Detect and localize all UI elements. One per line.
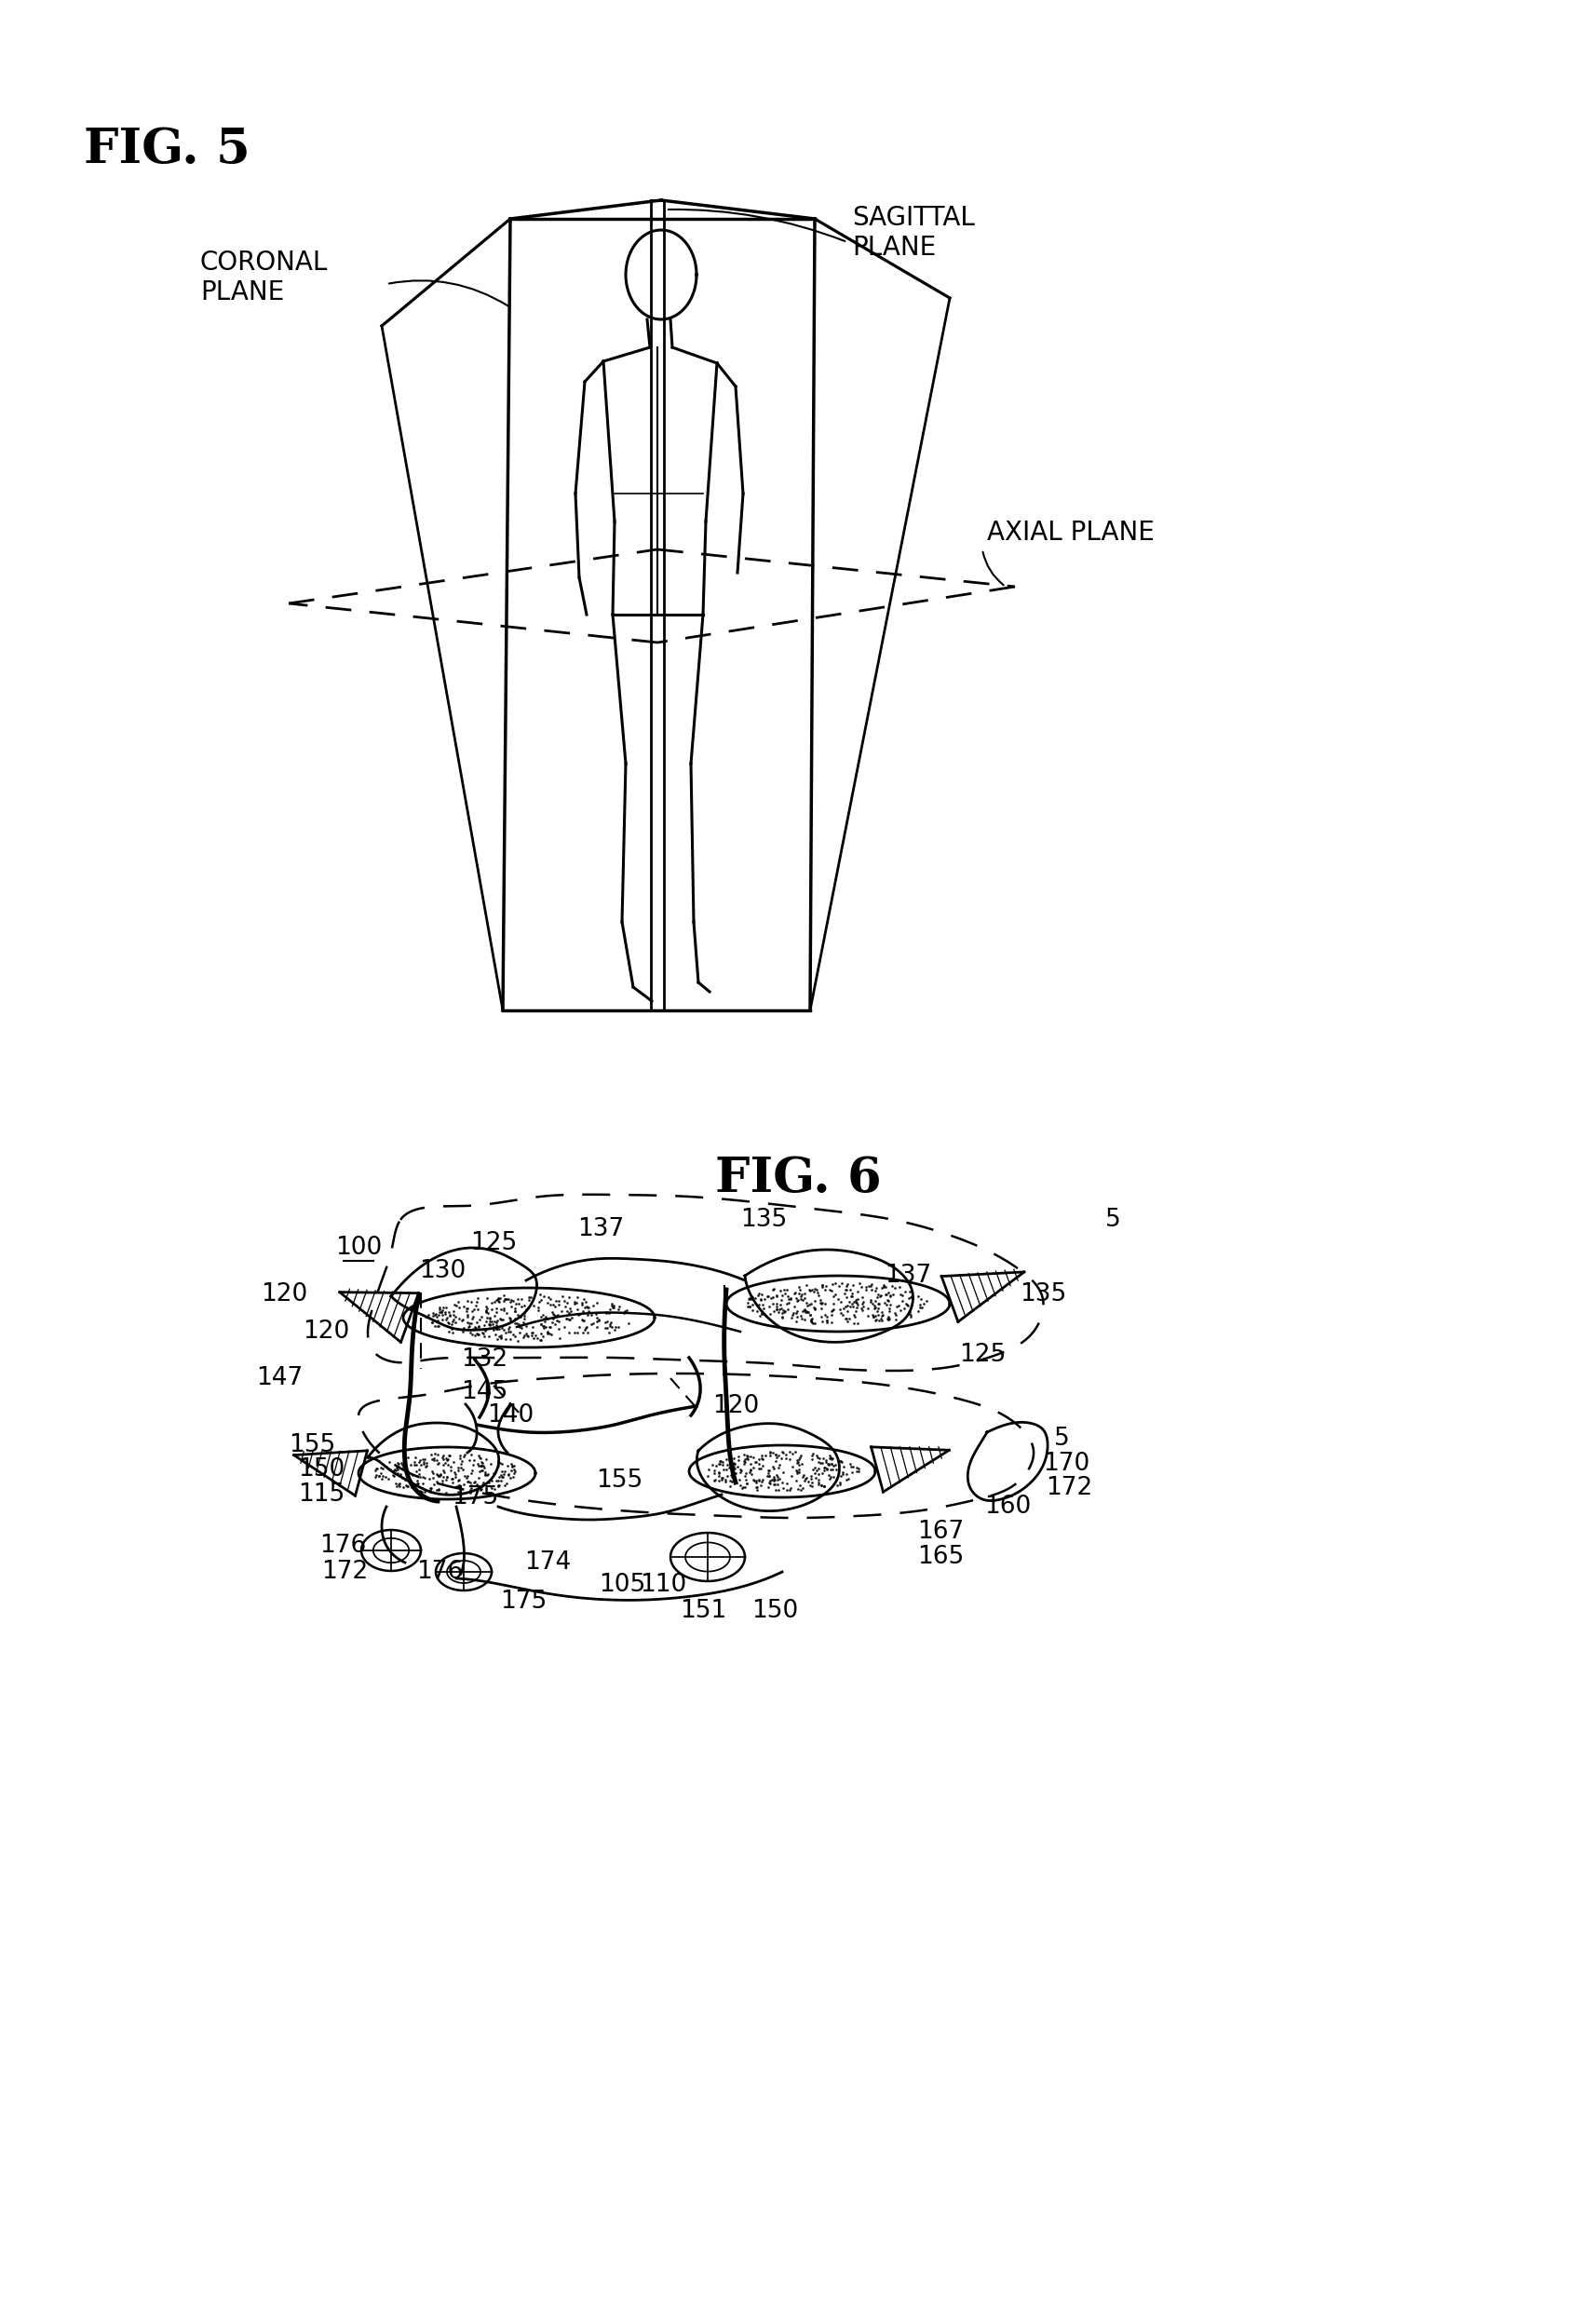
Text: 150: 150: [752, 1599, 798, 1622]
Text: 160: 160: [985, 1496, 1031, 1519]
Text: 150: 150: [298, 1457, 345, 1482]
Text: 115: 115: [298, 1482, 345, 1507]
Text: 125: 125: [959, 1344, 1005, 1367]
Text: 120: 120: [260, 1282, 308, 1307]
Text: 137: 137: [578, 1217, 624, 1240]
Text: 137: 137: [884, 1263, 932, 1289]
Text: 155: 155: [595, 1468, 643, 1493]
Text: 151: 151: [680, 1599, 726, 1622]
Text: 120: 120: [712, 1394, 760, 1417]
Text: 110: 110: [640, 1574, 686, 1597]
Text: 132: 132: [461, 1348, 508, 1371]
Text: 155: 155: [289, 1434, 335, 1457]
Text: 105: 105: [598, 1574, 645, 1597]
Text: CORONAL
PLANE: CORONAL PLANE: [200, 249, 329, 306]
Text: 140: 140: [487, 1404, 533, 1427]
Text: 120: 120: [303, 1318, 350, 1344]
Text: 130: 130: [418, 1259, 466, 1284]
Text: 5: 5: [1053, 1427, 1069, 1452]
Text: 172: 172: [1045, 1475, 1092, 1500]
Text: 135: 135: [1020, 1282, 1066, 1307]
Text: FIG. 5: FIG. 5: [85, 127, 251, 173]
Text: 5: 5: [1104, 1208, 1120, 1231]
Text: SAGITTAL
PLANE: SAGITTAL PLANE: [852, 205, 975, 260]
Text: FIG. 6: FIG. 6: [715, 1155, 881, 1201]
Text: 170: 170: [1042, 1452, 1090, 1475]
Text: 167: 167: [918, 1519, 964, 1544]
Text: 176: 176: [417, 1560, 463, 1583]
Text: 100: 100: [335, 1236, 381, 1261]
Text: AXIAL PLANE: AXIAL PLANE: [986, 520, 1154, 545]
Text: 135: 135: [741, 1208, 787, 1231]
Text: 145: 145: [461, 1381, 508, 1404]
Text: 147: 147: [255, 1367, 303, 1390]
Text: 175: 175: [452, 1484, 498, 1509]
Text: 176: 176: [319, 1535, 365, 1558]
Text: 174: 174: [523, 1551, 571, 1574]
Text: 165: 165: [918, 1544, 964, 1569]
Text: 125: 125: [471, 1231, 517, 1256]
Text: 175: 175: [500, 1590, 547, 1613]
Text: 172: 172: [321, 1560, 369, 1583]
